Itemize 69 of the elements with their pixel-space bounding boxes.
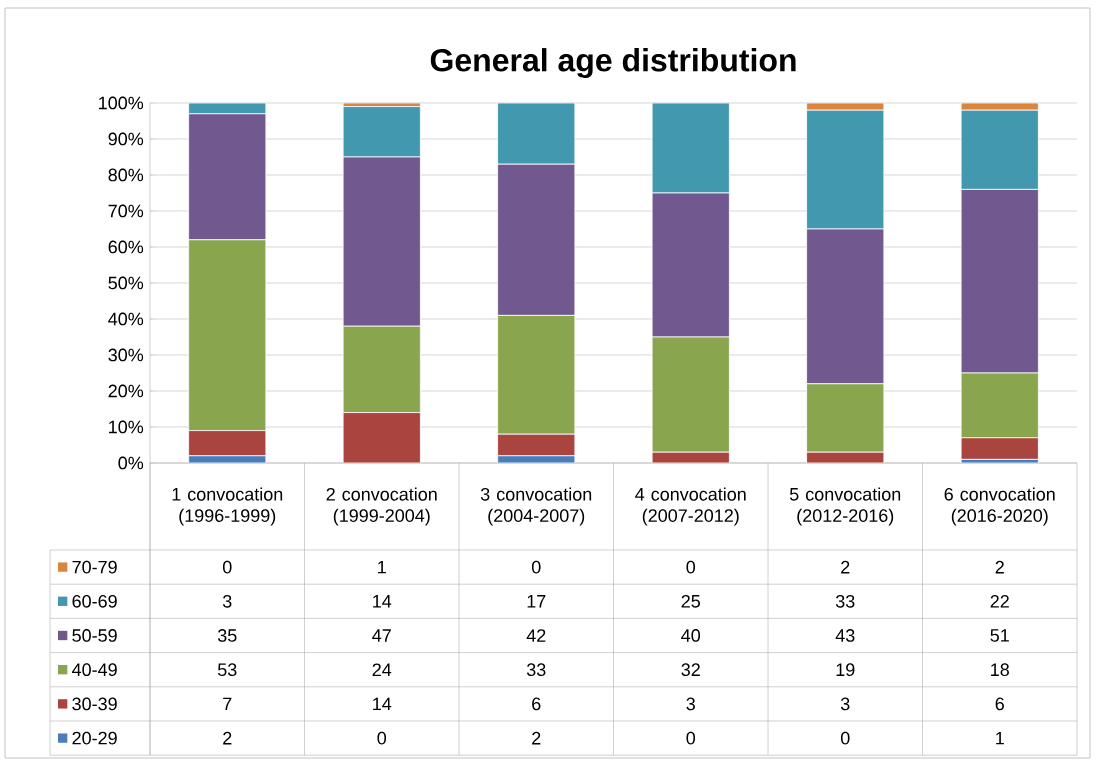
data-label: 22: [990, 595, 1009, 608]
legend-label: 70-79: [72, 560, 117, 574]
data-label: 32: [681, 663, 700, 677]
data-label: 25: [681, 594, 701, 608]
legend-label: 40-49: [72, 663, 117, 677]
data-label: 33: [835, 594, 855, 608]
y-tick-label: 70%: [108, 204, 144, 218]
data-label: 40: [681, 629, 701, 642]
x-tick-label: 3 convocation (2004-2007): [480, 487, 592, 526]
y-tick-label: 60%: [108, 240, 144, 254]
data-label: 51: [990, 629, 1009, 642]
x-tick-label: 5 convocation (2012-2016): [789, 487, 901, 526]
data-label: 3: [686, 697, 695, 711]
y-tick-label: 90%: [108, 132, 144, 146]
bar: [497, 102, 576, 165]
chart-title: General age distribution: [430, 48, 796, 79]
bar: [960, 109, 1039, 190]
data-label: 6: [995, 697, 1004, 711]
data-label: 2: [995, 560, 1004, 574]
legend-label: 60-69: [72, 594, 117, 608]
data-label: 19: [836, 663, 855, 677]
y-tick-label: 0%: [118, 456, 144, 470]
y-tick-label: 10%: [109, 420, 144, 434]
x-tick-label: 6 convocation (2016-2020): [944, 487, 1055, 526]
data-label: 3: [222, 594, 232, 608]
y-tick-label: 80%: [108, 168, 144, 182]
y-tick-label: 40%: [108, 312, 144, 326]
x-tick-label: 2 convocation (1999-2004): [326, 487, 437, 526]
data-label: 0: [840, 731, 850, 745]
bar: [342, 412, 421, 463]
y-tick-label: 20%: [108, 384, 144, 398]
data-label: 35: [217, 629, 237, 642]
bar: [188, 430, 267, 457]
data-label: 0: [222, 560, 232, 574]
data-label: 24: [372, 663, 392, 676]
legend-label: 20-29: [72, 731, 117, 745]
data-label: 1: [378, 560, 386, 574]
data-label: 0: [531, 560, 541, 574]
data-label: 18: [991, 663, 1009, 677]
data-label: 7: [223, 697, 232, 711]
bar: [342, 106, 421, 158]
data-label: 0: [686, 731, 696, 745]
bar: [497, 433, 576, 457]
y-tick-label: 50%: [108, 276, 144, 290]
bar: [651, 102, 730, 194]
bar: [806, 109, 885, 230]
y-tick-label: 100%: [99, 96, 144, 110]
data-label: 53: [217, 663, 237, 677]
legend-label: 50-59: [72, 629, 117, 642]
y-tick-label: 30%: [108, 348, 144, 362]
data-label: 0: [377, 731, 387, 745]
data-label: 42: [526, 629, 546, 642]
x-tick-label: 4 convocation (2007-2012): [635, 487, 746, 526]
data-label: 33: [526, 663, 546, 677]
legend-label: 30-39: [72, 697, 117, 711]
data-label: 17: [527, 595, 546, 608]
data-label: 2: [841, 560, 850, 574]
data-label: 14: [373, 595, 392, 608]
data-label: 1: [996, 731, 1004, 745]
x-tick-label: 1 convocation (1996-1999): [172, 487, 283, 526]
data-label: 6: [532, 697, 541, 711]
data-label: 3: [840, 697, 850, 711]
data-label: 0: [686, 560, 696, 574]
bar: [960, 437, 1039, 460]
data-label: 2: [532, 731, 541, 745]
data-label: 43: [835, 629, 855, 642]
data-label: 2: [223, 731, 232, 745]
data-label: 14: [373, 697, 392, 711]
data-label: 47: [372, 629, 391, 642]
